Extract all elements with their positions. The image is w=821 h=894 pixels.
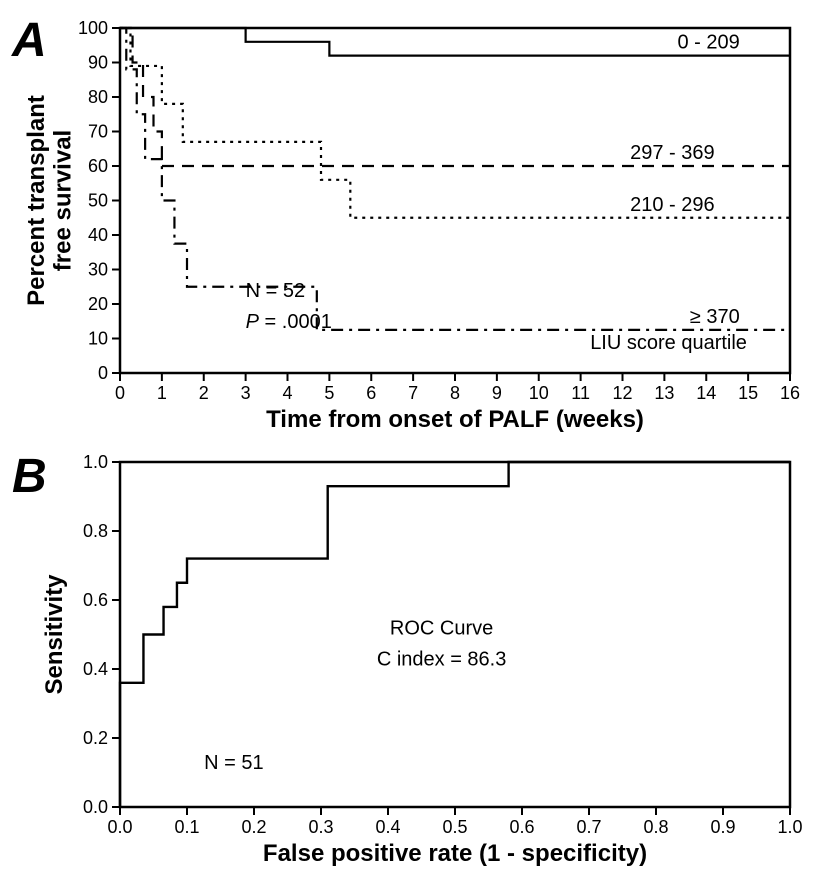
panel-b-roc-label: ROC Curve <box>390 618 493 640</box>
panel-b-xtick-label: 0.0 <box>107 817 132 837</box>
panel-b-ytick-label: 0.0 <box>83 797 108 817</box>
km-label-q4: ≥ 370 <box>690 306 740 328</box>
panel-a-xtick-label: 2 <box>199 383 209 403</box>
panel-b-xtick-label: 0.6 <box>509 817 534 837</box>
panel-a-xtick-label: 13 <box>654 383 674 403</box>
panel-a-xtick-label: 6 <box>366 383 376 403</box>
km-label-q3: 297 - 369 <box>630 142 715 164</box>
panel-a-ytick-label: 90 <box>88 53 108 73</box>
panel-b-xtick-label: 0.2 <box>241 817 266 837</box>
panel-a-xlabel: Time from onset of PALF (weeks) <box>266 406 644 433</box>
panel-a-ytick-label: 10 <box>88 329 108 349</box>
panel-a-xtick-label: 7 <box>408 383 418 403</box>
km-curve-q4 <box>120 28 790 330</box>
panel-a-liu-text: LIU score quartile <box>590 332 747 354</box>
panel-a-xtick-label: 1 <box>157 383 167 403</box>
panel-b-ytick-label: 0.2 <box>83 728 108 748</box>
panel-a-ytick-label: 0 <box>98 363 108 383</box>
panel-a-xtick-label: 5 <box>324 383 334 403</box>
panel-b-ytick-label: 0.8 <box>83 521 108 541</box>
panel-b-xtick-label: 0.5 <box>442 817 467 837</box>
panel-a-xtick-label: 8 <box>450 383 460 403</box>
panel-letter-a: A <box>11 14 47 67</box>
panel-a-xtick-label: 3 <box>241 383 251 403</box>
panel-a-p-text: P = .0001 <box>246 311 332 333</box>
panel-a-ytick-label: 50 <box>88 191 108 211</box>
panel-a-xtick-label: 14 <box>696 383 716 403</box>
panel-b-xtick-label: 0.4 <box>375 817 400 837</box>
panel-a-xtick-label: 11 <box>571 383 590 403</box>
figure-container: 0123456789101112131415160102030405060708… <box>0 0 821 894</box>
panel-a-ytick-label: 100 <box>78 18 108 38</box>
km-label-q1: 0 - 209 <box>677 32 739 54</box>
panel-a-xtick-label: 4 <box>282 383 292 403</box>
panel-a-xtick-label: 10 <box>529 383 549 403</box>
panel-a-ytick-label: 60 <box>88 156 108 176</box>
panel-a-ytick-label: 70 <box>88 122 108 142</box>
panel-a-xtick-label: 15 <box>738 383 758 403</box>
panel-a-xtick-label: 16 <box>780 383 800 403</box>
panel-b-cindex-label: C index = 86.3 <box>377 649 507 671</box>
figure-svg: 0123456789101112131415160102030405060708… <box>0 0 821 894</box>
panel-b-xtick-label: 0.9 <box>710 817 735 837</box>
panel-b-ylabel: Sensitivity <box>41 574 68 695</box>
panel-a-ytick-label: 40 <box>88 225 108 245</box>
panel-b-ytick-label: 0.4 <box>83 659 108 679</box>
panel-a-ylabel: Percent transplantfree survival <box>23 95 76 306</box>
panel-letter-b: B <box>12 450 47 503</box>
panel-b-n-text: N = 51 <box>204 752 263 774</box>
panel-b-xtick-label: 0.8 <box>643 817 668 837</box>
panel-a-xtick-label: 9 <box>492 383 502 403</box>
panel-b-ytick-label: 1.0 <box>83 452 108 472</box>
panel-a-ytick-label: 30 <box>88 260 108 280</box>
panel-a-xtick-label: 0 <box>115 383 125 403</box>
panel-b-xtick-label: 0.7 <box>576 817 601 837</box>
panel-a-n-text: N = 52 <box>246 280 305 302</box>
panel-b-ytick-label: 0.6 <box>83 590 108 610</box>
panel-a-xtick-label: 12 <box>612 383 632 403</box>
panel-a-ytick-label: 80 <box>88 87 108 107</box>
panel-b-xtick-label: 0.1 <box>174 817 199 837</box>
panel-b-xlabel: False positive rate (1 - specificity) <box>263 840 647 867</box>
panel-b-xtick-label: 1.0 <box>777 817 802 837</box>
panel-a-ytick-label: 20 <box>88 294 108 314</box>
panel-b-xtick-label: 0.3 <box>308 817 333 837</box>
km-label-q2: 210 - 296 <box>630 194 715 216</box>
